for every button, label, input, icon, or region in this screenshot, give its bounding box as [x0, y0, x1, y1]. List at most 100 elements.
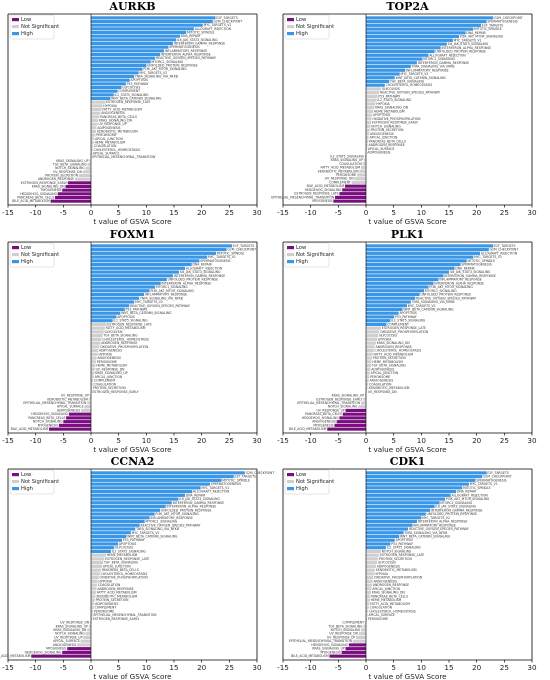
bar-label: GLYCOLYSIS [105, 330, 123, 334]
legend-label: Not Significant [21, 252, 59, 258]
bar [91, 270, 179, 274]
bar-label: E2F_TARGETS [482, 23, 503, 27]
bar-label: KRAS_SIGNALING_UP [312, 647, 345, 651]
bar [82, 170, 91, 174]
panel-top2a: TOP2A G2M_CHECKPOINT SPERMATOGENESIS E2F_TA… [271, 0, 550, 226]
bar [91, 375, 94, 379]
bar [67, 181, 91, 185]
bar [91, 489, 193, 494]
bar [366, 546, 386, 550]
panel-plk1: PLK1 E2F_TARGETS G2M_CHECKPOINT ALLOGRAFT_R… [275, 228, 550, 454]
x-tick-label: 20 [197, 436, 207, 445]
bar-label: MYC_TARGETS_V2 [401, 72, 429, 76]
legend-box [284, 14, 330, 40]
bar-label: HEME_METABOLISM [371, 598, 402, 602]
bar-label: MTORC1_SIGNALING [145, 520, 177, 524]
bar [342, 412, 366, 416]
bar-label: MTORC1_SIGNALING [440, 501, 472, 505]
bar [366, 147, 368, 151]
bar-label: NOTCH_SIGNALING [328, 405, 358, 409]
bar [84, 405, 91, 409]
bar-label: MYC_TARGETS_V2 [422, 516, 450, 520]
bar [366, 113, 373, 117]
x-tick-label: 30 [252, 208, 262, 217]
bar [366, 64, 411, 69]
bar [91, 508, 161, 512]
bar [366, 534, 400, 539]
bar [91, 292, 145, 297]
bar [327, 427, 366, 431]
bar [91, 122, 98, 126]
bar [55, 195, 91, 200]
bar [366, 538, 395, 542]
bar-label: INTERFERON_GAMMA_RESPONSE [174, 42, 226, 46]
bar [91, 341, 101, 345]
chart-ccna2: CCNA2 G2M_CHECKPOINTE2F_TARGETSMITOTIC_SP… [0, 455, 274, 680]
legend-swatch [287, 32, 294, 36]
bar-label: IL2_STAT5_SIGNALING [330, 154, 365, 158]
bar-label: INTERFERON_GAMMA_RESPONSE [418, 61, 470, 65]
bar-label: ESTROGEN_RESPONSE_EARLY [93, 617, 139, 621]
x-tick-label: 5 [116, 436, 121, 445]
bar [91, 63, 147, 68]
bar-label: XENOBIOTIC_METABOLISM [376, 568, 417, 572]
panel-aurkb: AURKB E2F_TARGETS G2M_CHECKPOINT MYC_TARGET… [0, 0, 275, 226]
bar [91, 244, 233, 248]
bar [85, 632, 91, 636]
bar-label: MYC_TARGETS_V2 [408, 304, 436, 308]
bar-label: DNA_REPAIR [193, 263, 213, 267]
bar [91, 613, 93, 617]
bar-label: OXIDATIVE_PHOSPHORYLATION [100, 345, 149, 349]
bar-label: KRAS_SIGNALING_UP [56, 159, 89, 163]
bar [366, 270, 449, 274]
bar [366, 493, 451, 497]
bar-label: COAGULATION [98, 583, 121, 587]
x-axis-label: t value of GSVA Score [368, 217, 447, 226]
x-axis-label: t value of GSVA Score [93, 672, 172, 680]
x-tick-label: 30 [527, 663, 537, 672]
bar-label: IL6_JAK_STAT3_SIGNALING [177, 38, 218, 42]
x-tick-label: 25 [225, 436, 234, 445]
x-tick-label: 10 [417, 208, 427, 217]
bar [366, 102, 376, 106]
bar [91, 360, 96, 364]
bar [91, 30, 187, 35]
bar [366, 319, 391, 323]
bar [366, 553, 380, 557]
bar [88, 624, 91, 628]
bar-label: EPITHELIAL_MESENCHYMAL_TRANSITION [289, 639, 353, 643]
bar [366, 27, 474, 31]
bar [91, 568, 101, 572]
bar-label: HEDGEHOG_SIGNALING [305, 188, 342, 192]
x-tick-label: 30 [527, 208, 537, 217]
chart-title: AURKB [108, 0, 155, 13]
bar-label: TNFA_SIGNALING_VIA_NFKB [134, 75, 178, 79]
bar-label: APICAL_JUNCTION [95, 375, 123, 379]
x-tick-label: 10 [142, 663, 152, 672]
legend-swatch [12, 253, 19, 257]
legend-swatch [287, 18, 294, 22]
x-tick-label: 0 [364, 436, 369, 445]
bar-label: COAGULATION [94, 144, 117, 148]
bar-label: ANDROGEN_RESPONSE [373, 583, 409, 587]
bar [366, 121, 371, 125]
bar-label: REACTIVE_OXYGEN_SPECIES_PATHWAY [380, 91, 440, 95]
bar [364, 393, 366, 398]
bar [366, 128, 370, 132]
bar [351, 180, 366, 185]
bar-label: APOPTOSIS [117, 315, 134, 319]
bar [80, 639, 91, 643]
x-tick-label: 30 [252, 436, 262, 445]
bar-label: COMPLEMENT [342, 621, 364, 625]
bar [333, 199, 366, 203]
bar [366, 378, 369, 383]
bar-label: IL6_JAK_STAT3_SIGNALING [179, 497, 220, 501]
bar [91, 493, 186, 497]
bar [344, 184, 366, 188]
bar-label: PI3K_AKT_MTOR_SIGNALING [150, 289, 194, 293]
bar-label: FATTY_ACID_METABOLISM [102, 108, 142, 112]
bar-label: ESTROGEN_RESPONSE_LATE [294, 192, 338, 196]
x-tick-label: 5 [391, 436, 396, 445]
